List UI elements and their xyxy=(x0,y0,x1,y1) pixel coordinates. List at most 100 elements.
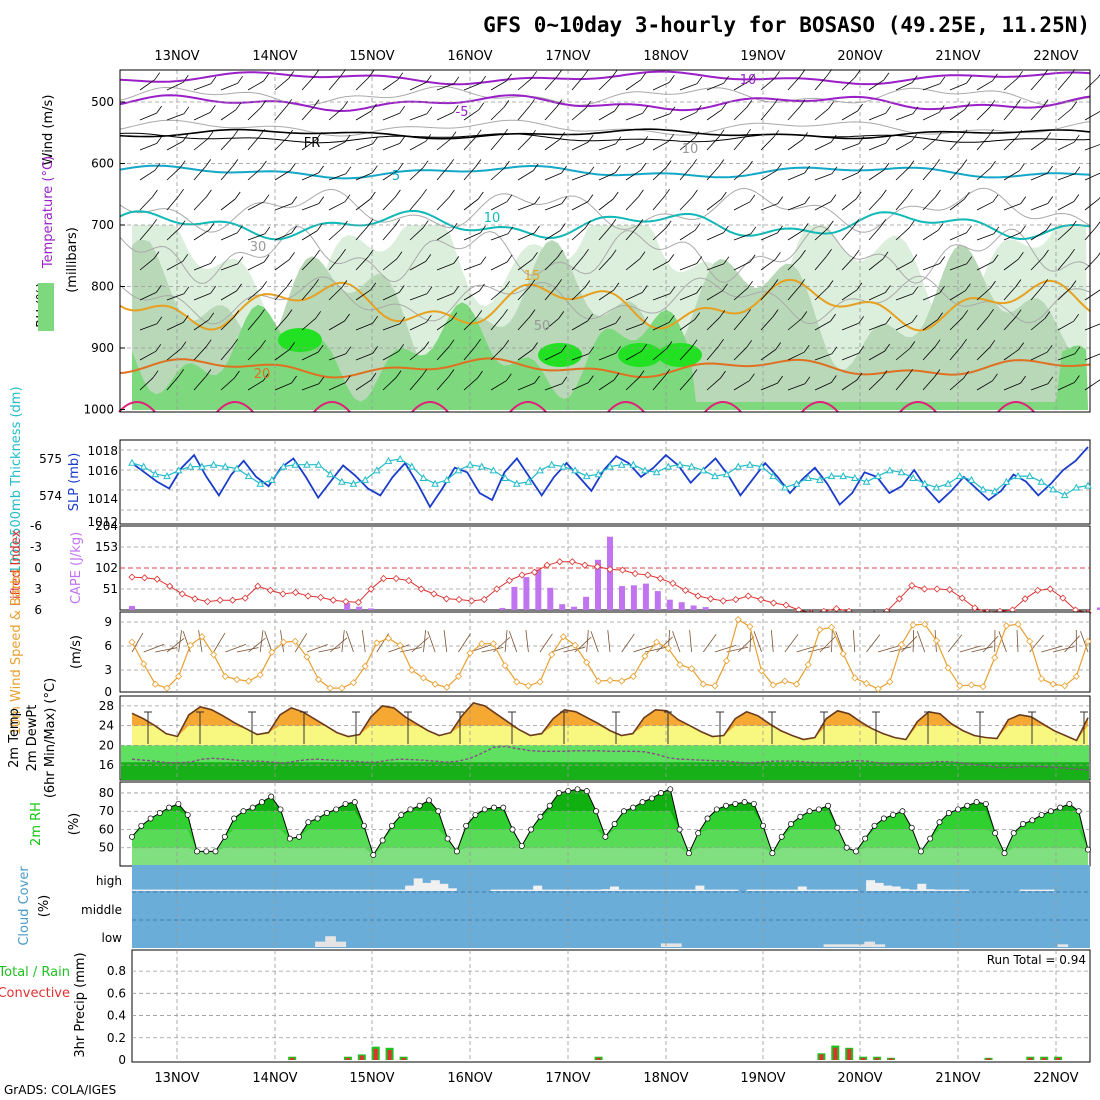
wind10m-frame xyxy=(119,611,1091,693)
cloud-high-bar xyxy=(900,888,910,891)
cape-bar xyxy=(666,599,673,610)
cape-bar xyxy=(1097,607,1100,610)
thickness-point xyxy=(303,460,311,468)
li-point xyxy=(229,596,237,604)
wind-barbs-upper xyxy=(139,69,1100,391)
contour-label: 50 xyxy=(534,319,551,334)
cloud-high-bar xyxy=(311,889,321,891)
slp-axis: 575 574 1018 1016 1014 1012 xyxy=(39,444,118,529)
thickness-point xyxy=(244,472,253,480)
thickness-point xyxy=(804,473,813,481)
rh-point xyxy=(129,833,135,840)
contour-labels: 10 -5 FR 5 10 15 20 10 30 50 xyxy=(250,73,757,382)
rh-point xyxy=(1038,811,1045,818)
cloud-high-bar xyxy=(627,889,637,891)
precip-panel: 0.8 0.6 0.4 0.2 0 Run Total = 0.94 xyxy=(107,949,1091,1067)
thickness-point xyxy=(384,456,393,464)
cloud-high-bar xyxy=(302,889,312,891)
cloud-high-bar xyxy=(550,889,560,891)
date-label-top: 16NOV xyxy=(447,49,492,64)
li-point xyxy=(946,586,954,594)
thickness-point xyxy=(897,468,906,476)
cloud-low-bar xyxy=(335,941,347,947)
rh-point xyxy=(583,788,590,795)
cloud-high-bar xyxy=(925,889,935,891)
li-point xyxy=(266,586,274,594)
rh-point xyxy=(472,811,479,818)
cape-bar xyxy=(690,605,697,610)
thickness-point xyxy=(909,473,917,481)
axis-title: Wind (m/s) xyxy=(41,95,56,166)
wind-axis: 9 6 3 0 xyxy=(104,615,112,699)
li-point xyxy=(669,579,677,587)
wind-point xyxy=(723,657,731,665)
thickness-point xyxy=(1084,481,1092,489)
rh-point xyxy=(203,848,210,855)
rh-fill xyxy=(132,225,1088,410)
temp2m-panel: 28 24 20 16 xyxy=(99,695,1091,781)
thickness-point xyxy=(781,483,789,491)
temperature-contours xyxy=(118,70,1091,413)
cloud-panel: high middle low xyxy=(81,865,1090,948)
cloud-high-bar xyxy=(601,889,611,891)
cloud-high-bar xyxy=(396,889,406,891)
rh-point xyxy=(342,800,349,807)
rh-point xyxy=(1020,821,1026,827)
wind-point xyxy=(886,678,894,686)
wind-point xyxy=(221,672,229,680)
date-label-top: 13NOV xyxy=(154,49,199,64)
cloud-high-bar xyxy=(260,889,269,891)
cloud-low-bar xyxy=(874,944,886,947)
rh-point xyxy=(788,821,794,827)
li-point xyxy=(380,574,388,583)
wind-point xyxy=(210,651,218,659)
li-point xyxy=(505,577,513,585)
li-point xyxy=(367,585,375,593)
cloud-high-bar xyxy=(1036,889,1046,891)
li-tick: -6 xyxy=(30,519,42,533)
cloud-high-bar xyxy=(541,889,551,891)
li-point xyxy=(480,595,488,604)
thickness-point xyxy=(792,479,801,487)
li-point xyxy=(178,590,186,598)
wind-point xyxy=(408,666,416,674)
temp-tick: 28 xyxy=(99,699,114,713)
thickness-point xyxy=(396,454,404,462)
thickness-point xyxy=(442,475,451,483)
thickness-point xyxy=(1037,477,1046,485)
cloud-low-bar xyxy=(1057,944,1069,947)
cloud-high-bar xyxy=(533,885,543,891)
slp-tick: 1018 xyxy=(87,444,118,458)
wind-point xyxy=(1014,620,1022,628)
wind-point xyxy=(932,637,941,645)
rh-point xyxy=(258,799,265,806)
date-label-bottom: 21NOV xyxy=(935,1071,980,1086)
axis-title: (m/s) xyxy=(69,635,84,669)
li-point xyxy=(656,574,664,583)
rh-point xyxy=(630,804,637,811)
rh-point xyxy=(231,815,238,822)
thickness-point xyxy=(174,466,183,474)
rh-point xyxy=(760,822,767,829)
rh-point xyxy=(491,804,497,811)
wind-point xyxy=(688,665,696,673)
cape-bar xyxy=(583,596,590,610)
thickness-point xyxy=(372,466,381,474)
cloud-high-bar xyxy=(558,889,568,891)
thickness-point xyxy=(746,460,754,468)
thickness-point xyxy=(1072,483,1081,491)
cloud-high-bar xyxy=(336,889,346,891)
li-point xyxy=(707,595,715,603)
cape-bar xyxy=(619,586,625,610)
thickness-point xyxy=(757,462,766,470)
wind-point xyxy=(594,677,602,685)
li-point xyxy=(241,594,249,602)
cloud-high-bar xyxy=(277,889,287,891)
thickness-point xyxy=(501,473,509,481)
pressure-axis: 500 600 700 800 900 1000 xyxy=(83,95,125,417)
thickness-point xyxy=(687,462,696,470)
cloud-high-bar xyxy=(243,889,252,891)
wind-point xyxy=(676,661,684,669)
cloud-high-bar xyxy=(644,889,654,891)
rh-point xyxy=(825,802,832,809)
